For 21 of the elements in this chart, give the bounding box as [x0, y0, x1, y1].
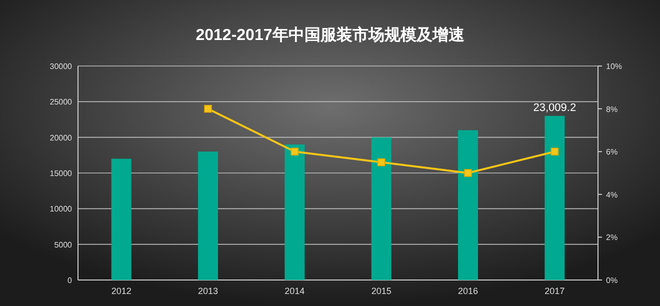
y-tick-label: 30000: [50, 62, 73, 71]
y-tick-label: 5000: [54, 240, 73, 250]
x-tick-label: 2012: [111, 286, 132, 296]
x-tick-label: 2017: [544, 286, 565, 296]
x-tick-label: 2016: [458, 286, 478, 296]
data-label: 23,009.2: [533, 102, 576, 114]
x-tick-label: 2013: [198, 286, 218, 296]
y2-tick-label: 8%: [606, 104, 618, 114]
y2-tick-label: 6%: [606, 148, 618, 157]
y-tick-label: 10000: [50, 204, 73, 214]
x-tick-label: 2014: [284, 286, 305, 296]
y2-tick-label: 4%: [606, 190, 618, 200]
y-tick-label: 0: [68, 276, 73, 285]
y2-tick-label: 2%: [606, 233, 618, 242]
y2-tick-label: 0%: [606, 276, 618, 285]
y2-tick-label: 10%: [606, 62, 622, 71]
x-tick-label: 2015: [371, 286, 392, 296]
y-tick-label: 25000: [50, 98, 73, 107]
y-tick-label: 15000: [50, 169, 73, 178]
chart-title: 2012-2017年中国服装市场规模及增速: [196, 26, 466, 44]
y-tick-label: 20000: [50, 133, 73, 142]
